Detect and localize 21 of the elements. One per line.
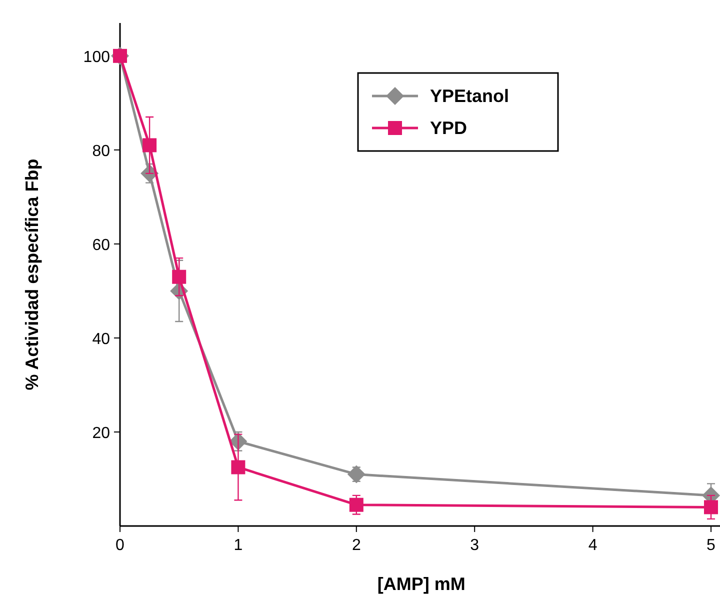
point (349, 498, 364, 512)
y-tick-label: 80 (92, 142, 110, 160)
y-tick-label: 40 (92, 330, 110, 348)
y-axis-title: % Actividad específica Fbp (22, 158, 42, 390)
x-tick-label: 2 (352, 537, 361, 554)
legend-label: YPD (430, 118, 468, 138)
x-tick-label: 5 (706, 537, 716, 554)
legend-label: YPEtanol (430, 86, 510, 106)
y-tick-label: 60 (92, 236, 110, 254)
y-tick-label: 100 (83, 48, 110, 66)
x-tick-label: 0 (116, 537, 125, 554)
point (347, 465, 366, 484)
x-axis-title: [AMP] mM (377, 574, 466, 594)
y-tick-label: 20 (92, 424, 110, 442)
x-tick-label: 3 (470, 537, 480, 554)
x-tick-label: 1 (234, 537, 243, 554)
x-tick-label: 4 (588, 537, 598, 554)
point (704, 500, 718, 514)
point (172, 270, 186, 284)
point (142, 138, 157, 152)
point (231, 460, 246, 474)
